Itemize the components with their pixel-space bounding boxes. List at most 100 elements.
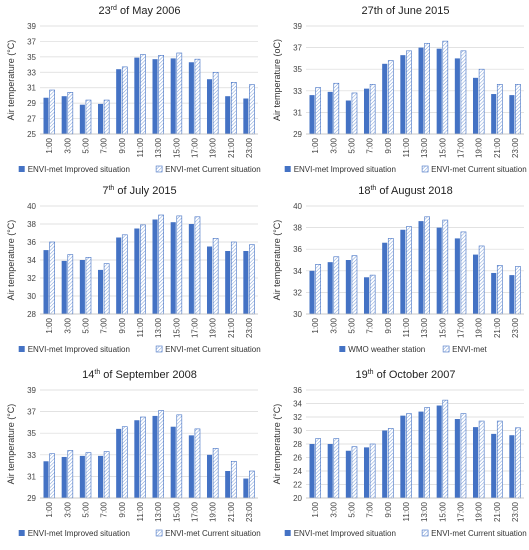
x-tick-label: 15:00 [172, 137, 181, 158]
y-tick-label: 30 [27, 292, 36, 301]
bar-series2-23:00 [249, 84, 255, 135]
y-tick-label: 37 [293, 44, 302, 53]
x-tick-label: 7:00 [366, 501, 375, 517]
bar-series2-13:00 [424, 407, 430, 499]
chart-title: 7th of July 2015 [102, 185, 176, 197]
y-tick-label: 33 [293, 87, 302, 96]
x-tick-label: 21:00 [493, 137, 502, 158]
bar-series1-13:00 [152, 415, 158, 498]
bar-series1-17:00 [188, 435, 194, 498]
x-tick-label: 1:00 [311, 317, 320, 333]
y-tick-label: 38 [27, 220, 36, 229]
bar-series1-15:00 [170, 222, 176, 314]
y-tick-label: 39 [27, 386, 36, 395]
y-tick-label: 29 [27, 494, 36, 503]
y-tick-label: 34 [293, 400, 302, 409]
bar-series1-3:00 [327, 262, 333, 314]
bar-series2-1:00 [315, 438, 321, 499]
y-tick-label: 36 [293, 386, 302, 395]
x-tick-label: 5:00 [347, 137, 356, 153]
bar-series1-21:00 [491, 433, 497, 498]
y-tick-label: 22 [293, 481, 302, 490]
x-tick-label: 15:00 [438, 501, 447, 522]
y-axis-label: Air temperature (°C) [6, 220, 16, 301]
y-tick-label: 28 [293, 440, 302, 449]
bar-series2-11:00 [140, 416, 146, 499]
y-tick-label: 30 [293, 427, 302, 436]
bar-series1-7:00 [97, 455, 104, 498]
bar-series1-11:00 [134, 420, 140, 498]
bar-series1-19:00 [472, 77, 479, 134]
y-axis-label: Air temperature (°C) [272, 404, 282, 485]
x-tick-label: 19:00 [209, 137, 218, 158]
bar-series2-17:00 [460, 50, 467, 135]
bar-series2-15:00 [442, 40, 449, 135]
bar-series2-13:00 [424, 42, 430, 135]
x-tick-label: 23:00 [511, 137, 520, 158]
bar-series1-5:00 [345, 450, 351, 498]
y-tick-label: 20 [293, 494, 302, 503]
bar-series2-9:00 [387, 60, 394, 135]
y-tick-label: 31 [27, 84, 36, 93]
legend-swatch-series2 [421, 529, 429, 537]
bar-series2-17:00 [194, 428, 201, 499]
legend-label-series1: ENVI-met Improved situation [294, 529, 396, 538]
bar-series2-7:00 [369, 84, 376, 135]
x-tick-label: 5:00 [81, 137, 90, 153]
y-tick-label: 39 [293, 22, 302, 31]
x-tick-label: 1:00 [45, 317, 54, 333]
bar-series2-5:00 [85, 257, 92, 315]
x-tick-label: 23:00 [245, 137, 254, 158]
bar-series2-11:00 [406, 50, 412, 135]
bar-series1-13:00 [152, 219, 158, 314]
x-tick-label: 3:00 [63, 317, 72, 333]
y-tick-label: 29 [293, 130, 302, 139]
bar-series1-13:00 [418, 221, 424, 314]
x-tick-label: 5:00 [81, 317, 90, 333]
bar-series1-15:00 [170, 58, 176, 134]
bar-series2-17:00 [460, 413, 467, 499]
bar-series1-15:00 [436, 405, 442, 498]
x-tick-label: 3:00 [63, 501, 72, 517]
x-tick-label: 17:00 [456, 317, 465, 338]
bar-series2-1:00 [315, 264, 321, 315]
bar-series2-21:00 [496, 420, 503, 499]
bar-series2-19:00 [212, 71, 219, 135]
x-tick-label: 11:00 [136, 501, 145, 521]
x-tick-label: 3:00 [329, 137, 338, 153]
bar-series1-9:00 [116, 69, 122, 134]
x-tick-label: 9:00 [118, 137, 127, 153]
y-axis-label: Air temperature (°C) [6, 40, 16, 121]
x-tick-label: 17:00 [190, 317, 199, 338]
legend-swatch-series1 [18, 166, 25, 172]
bar-series2-7:00 [103, 263, 110, 315]
y-tick-label: 29 [27, 99, 36, 108]
bar-series1-7:00 [97, 103, 104, 134]
x-tick-label: 1:00 [311, 501, 320, 517]
bar-series1-3:00 [327, 91, 333, 134]
x-tick-label: 9:00 [384, 137, 393, 153]
x-tick-label: 7:00 [366, 317, 375, 333]
bar-series2-13:00 [424, 216, 430, 315]
bar-series2-19:00 [478, 245, 485, 315]
legend-label-series1: ENVI-met Improved situation [28, 345, 130, 354]
bar-series1-21:00 [491, 272, 497, 314]
bar-series1-17:00 [454, 238, 460, 314]
bar-series1-9:00 [382, 63, 388, 134]
bar-series2-5:00 [351, 255, 358, 315]
y-axis-label: Air temperature (°C) [6, 404, 16, 485]
x-tick-label: 7:00 [100, 501, 109, 517]
bar-series1-19:00 [472, 427, 479, 498]
x-tick-label: 15:00 [438, 317, 447, 338]
x-tick-label: 21:00 [493, 317, 502, 338]
bar-series1-5:00 [79, 455, 85, 498]
bar-series2-21:00 [496, 265, 503, 315]
bar-series1-17:00 [188, 224, 194, 314]
bar-series1-23:00 [509, 435, 515, 498]
y-axis-label: Air temperature (°C) [272, 220, 282, 301]
x-tick-label: 11:00 [402, 501, 411, 521]
bar-series1-9:00 [116, 428, 122, 498]
bar-series2-15:00 [176, 52, 183, 135]
x-tick-label: 11:00 [402, 137, 411, 157]
bar-series1-1:00 [309, 444, 315, 498]
